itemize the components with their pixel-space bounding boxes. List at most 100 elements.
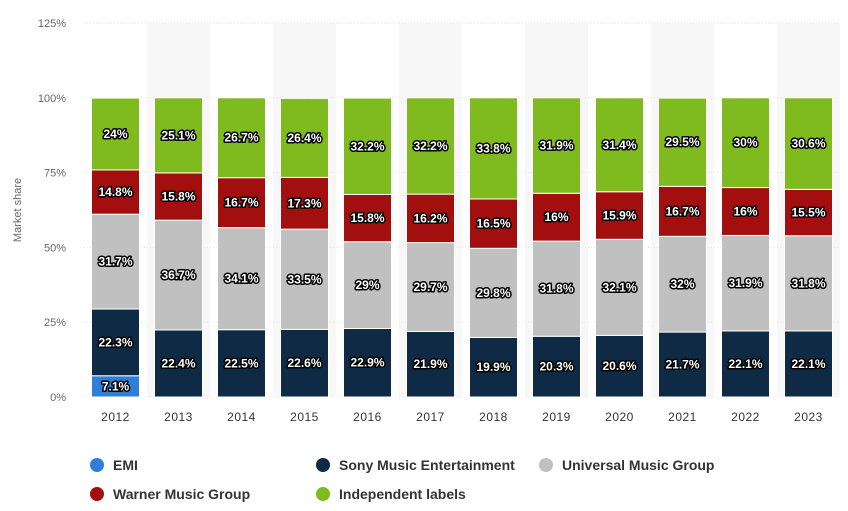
legend-label: Sony Music Entertainment bbox=[339, 457, 515, 473]
data-label: 30% bbox=[733, 136, 757, 150]
data-label: 14.8% bbox=[98, 185, 132, 199]
y-axis-ticks: 0% 25% 50% 75% 100% 125% bbox=[38, 18, 66, 404]
bar-segment[interactable] bbox=[784, 97, 833, 190]
bar-segment[interactable] bbox=[406, 97, 455, 195]
data-label: 32.2% bbox=[350, 139, 384, 153]
bar-segment[interactable] bbox=[217, 97, 266, 179]
bar-segment[interactable] bbox=[595, 97, 644, 193]
bar-segment[interactable] bbox=[406, 193, 455, 244]
x-tick-label: 2019 bbox=[542, 410, 571, 424]
x-tick-label: 2015 bbox=[290, 410, 319, 424]
legend-label: EMI bbox=[113, 457, 138, 473]
data-label: 15.9% bbox=[602, 209, 636, 223]
bar-segment[interactable] bbox=[280, 328, 329, 398]
x-tick-label: 2021 bbox=[668, 410, 697, 424]
bar-segment[interactable] bbox=[217, 177, 266, 229]
data-label: 16.2% bbox=[413, 211, 447, 225]
bar-segment[interactable] bbox=[532, 335, 581, 398]
data-label: 20.3% bbox=[539, 360, 573, 374]
data-label: 25.1% bbox=[161, 128, 195, 142]
bar-segment[interactable] bbox=[721, 234, 770, 332]
x-tick-label: 2012 bbox=[101, 410, 130, 424]
bar-segment[interactable] bbox=[91, 97, 140, 171]
bar-segment[interactable] bbox=[280, 228, 329, 330]
legend-item-independent[interactable]: Independent labels bbox=[316, 486, 466, 502]
bar-segment[interactable] bbox=[469, 336, 518, 398]
data-label: 22.3% bbox=[98, 335, 132, 349]
legend-item-universal[interactable]: Universal Music Group bbox=[539, 457, 714, 473]
bar-segment[interactable] bbox=[217, 329, 266, 398]
bar-segment[interactable] bbox=[280, 97, 329, 178]
data-label: 29.7% bbox=[413, 280, 447, 294]
bar-segment[interactable] bbox=[91, 308, 140, 377]
data-label: 33.8% bbox=[476, 141, 510, 155]
data-label: 15.8% bbox=[350, 211, 384, 225]
bar-segment[interactable] bbox=[721, 187, 770, 236]
x-tick-label: 2017 bbox=[416, 410, 445, 424]
legend-item-sony[interactable]: Sony Music Entertainment bbox=[316, 457, 515, 473]
legend-item-emi[interactable]: EMI bbox=[90, 457, 138, 473]
bar-segment[interactable] bbox=[658, 97, 707, 187]
data-label: 32.1% bbox=[602, 280, 636, 294]
bar-segment[interactable] bbox=[280, 176, 329, 230]
x-tick-label: 2013 bbox=[164, 410, 193, 424]
data-label: 21.9% bbox=[413, 357, 447, 371]
legend-item-warner[interactable]: Warner Music Group bbox=[90, 486, 250, 502]
bar-segment[interactable] bbox=[658, 331, 707, 398]
bar-segment[interactable] bbox=[343, 327, 392, 398]
x-tick-label: 2023 bbox=[794, 410, 823, 424]
data-label: 34.1% bbox=[224, 272, 258, 286]
bar-segment[interactable] bbox=[406, 330, 455, 398]
x-tick-label: 2022 bbox=[731, 410, 760, 424]
bar-segment[interactable] bbox=[217, 227, 266, 331]
bar-segment[interactable] bbox=[721, 330, 770, 398]
bar-segment[interactable] bbox=[595, 238, 644, 336]
data-label: 32.2% bbox=[413, 139, 447, 153]
data-label: 32% bbox=[670, 277, 694, 291]
legend-marker-warner bbox=[90, 487, 104, 501]
bar-segment[interactable] bbox=[532, 97, 581, 194]
data-label: 31.8% bbox=[791, 276, 825, 290]
legend-label: Independent labels bbox=[339, 486, 466, 502]
legend-marker-sony bbox=[316, 458, 330, 472]
x-tick-label: 2014 bbox=[227, 410, 256, 424]
y-tick-label: 0% bbox=[50, 392, 66, 404]
y-tick-label: 25% bbox=[44, 317, 66, 329]
bar-segment[interactable] bbox=[406, 242, 455, 332]
legend-marker-universal bbox=[539, 458, 553, 472]
data-labels: 7.1% 22.3% 31.7% 14.8% 24% 22.4% 36.7% 15.8% 25.… bbox=[97, 126, 827, 395]
data-label: 31.9% bbox=[539, 139, 573, 153]
x-tick-label: 2016 bbox=[353, 410, 382, 424]
y-tick-label: 75% bbox=[44, 168, 66, 180]
x-tick-label: 2018 bbox=[479, 410, 508, 424]
bar-segment[interactable] bbox=[469, 97, 518, 200]
data-label: 22.4% bbox=[161, 356, 195, 370]
bar-segment[interactable] bbox=[595, 191, 644, 240]
bar-segment[interactable] bbox=[658, 235, 707, 333]
bar-segment[interactable] bbox=[154, 219, 203, 331]
data-label: 31.9% bbox=[728, 276, 762, 290]
x-axis-ticks: 2012 2013 2014 2015 2016 2017 2018 2019 2020 2021… bbox=[101, 410, 823, 424]
data-label: 16.5% bbox=[476, 217, 510, 231]
legend-marker-emi bbox=[90, 458, 104, 472]
bar-segment[interactable] bbox=[154, 97, 203, 174]
bar-segment[interactable] bbox=[784, 188, 833, 237]
bar-segment[interactable] bbox=[721, 97, 770, 189]
bar-segment[interactable] bbox=[154, 172, 203, 221]
bar-segment[interactable] bbox=[91, 169, 140, 215]
data-label: 22.5% bbox=[224, 356, 258, 370]
bar-segment[interactable] bbox=[91, 213, 140, 310]
data-label: 21.7% bbox=[665, 358, 699, 372]
bar-segment[interactable] bbox=[469, 247, 518, 338]
data-label: 29% bbox=[355, 278, 379, 292]
bar-segment[interactable] bbox=[343, 97, 392, 195]
data-label: 29.8% bbox=[476, 286, 510, 300]
bar-segment[interactable] bbox=[784, 330, 833, 398]
bar-segments bbox=[91, 97, 833, 398]
data-label: 33.5% bbox=[287, 272, 321, 286]
data-label: 26.4% bbox=[287, 131, 321, 145]
bar-segment[interactable] bbox=[595, 334, 644, 398]
data-label: 29.5% bbox=[665, 135, 699, 149]
bar-segment[interactable] bbox=[154, 329, 203, 398]
